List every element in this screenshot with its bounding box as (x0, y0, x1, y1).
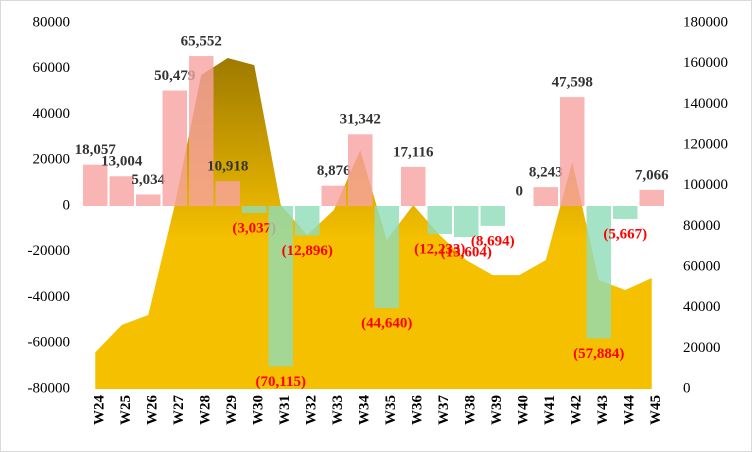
y-tick-label: -40000 (28, 289, 71, 305)
y-tick-label: -20000 (28, 243, 71, 259)
bar (401, 166, 426, 206)
data-label: 10,918 (207, 158, 248, 174)
data-label: 65,552 (181, 33, 222, 49)
area (95, 57, 652, 390)
y-tick-label: -80000 (28, 380, 71, 396)
y2-tick-label: 180000 (683, 14, 728, 30)
bar (83, 164, 108, 206)
x-tick-label: W28 (198, 395, 214, 425)
bar (109, 176, 134, 206)
x-tick-label: W42 (569, 395, 585, 425)
x-tick-label: W26 (145, 395, 161, 426)
data-label: 50,479 (154, 68, 195, 84)
data-label: 0 (516, 183, 524, 199)
x-tick-label: W30 (251, 395, 267, 425)
data-label: (12,233) (414, 241, 465, 257)
bar (374, 206, 399, 309)
bar (295, 206, 320, 236)
x-tick-label: W29 (224, 395, 240, 425)
x-tick-label: W25 (118, 395, 134, 425)
data-label: (5,667) (603, 226, 647, 242)
x-tick-label: W45 (648, 395, 664, 425)
y2-tick-label: 80000 (683, 218, 721, 234)
x-tick-label: W40 (516, 395, 532, 425)
y-tick-label: 0 (63, 197, 71, 213)
data-label: (12,896) (282, 243, 333, 259)
y2-tick-label: 160000 (683, 55, 728, 71)
bar (480, 206, 505, 226)
x-tick-label: W31 (277, 395, 293, 425)
bar (242, 206, 267, 213)
bar (586, 206, 611, 339)
data-label: (13,604) (441, 245, 492, 261)
data-label: 8,243 (529, 165, 563, 181)
x-tick-label: W44 (622, 395, 638, 426)
bar (560, 97, 585, 206)
x-tick-label: W27 (171, 395, 187, 426)
data-label: 17,116 (393, 144, 434, 160)
x-tick-label: W37 (436, 395, 452, 426)
y2-tick-label: 40000 (683, 299, 721, 315)
data-label: (57,884) (573, 346, 624, 362)
data-label: 8,876 (317, 163, 351, 179)
y-tick-label: 40000 (33, 106, 71, 122)
data-label: 13,004 (101, 154, 143, 170)
x-tick-label: W39 (489, 395, 505, 425)
data-label: (8,694) (471, 233, 515, 249)
x-tick-label: W24 (92, 395, 108, 426)
data-label: 18,057 (75, 142, 117, 158)
bar (162, 90, 187, 206)
y2-tick-label: 0 (683, 380, 691, 396)
bar (189, 56, 214, 206)
data-label: (44,640) (361, 316, 412, 332)
y2-tick-label: 20000 (683, 340, 721, 356)
y-tick-label: 80000 (33, 14, 71, 30)
x-tick-label: W36 (410, 395, 426, 426)
bar (639, 189, 664, 206)
data-label: 5,034 (131, 172, 165, 188)
bar (427, 206, 452, 234)
data-label: 31,342 (340, 112, 381, 128)
x-tick-label: W32 (304, 395, 320, 425)
x-tick-label: W38 (463, 395, 479, 425)
bar (533, 187, 558, 206)
y-tick-label: -60000 (28, 335, 71, 351)
x-tick-label: W33 (330, 395, 346, 425)
bar (136, 194, 161, 206)
y-tick-label: 20000 (33, 152, 71, 168)
x-tick-label: W34 (357, 395, 373, 426)
x-tick-label: W35 (383, 395, 399, 425)
data-label: (3,037) (232, 220, 276, 236)
bar (348, 134, 373, 206)
y-tick-label: 60000 (33, 60, 71, 76)
data-label: (70,115) (256, 374, 306, 390)
y2-tick-label: 140000 (683, 96, 728, 112)
bar (454, 206, 479, 238)
data-label: 47,598 (552, 75, 593, 91)
x-tick-label: W41 (542, 395, 558, 425)
bar (613, 206, 638, 219)
x-tick-label: W43 (595, 395, 611, 425)
y2-tick-label: 60000 (683, 258, 721, 274)
data-label: 7,066 (635, 167, 669, 183)
bar (321, 185, 346, 206)
y2-tick-label: 100000 (683, 177, 728, 193)
y2-tick-label: 120000 (683, 136, 728, 152)
bar (215, 181, 240, 206)
bar (268, 206, 293, 367)
